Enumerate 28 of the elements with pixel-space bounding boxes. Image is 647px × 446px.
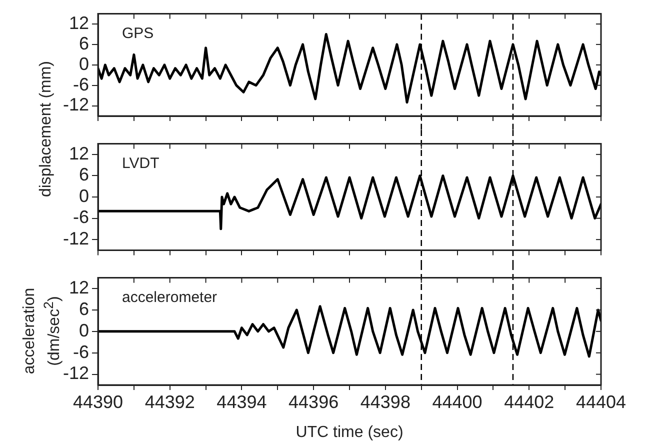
y-tick-label: 6 [78, 164, 89, 185]
x-axis-title: UTC time (sec) [296, 424, 404, 441]
y-tick-label: -6 [72, 342, 89, 362]
x-tick-label: 44404 [576, 392, 626, 412]
y-tick-label: -12 [62, 363, 89, 384]
y-axis-title: displacement (mm) [36, 60, 56, 200]
y-tick-label: 12 [68, 277, 89, 298]
x-tick-label: 44392 [144, 392, 195, 412]
y-tick-label: 0 [78, 320, 89, 340]
x-tick-label: 44400 [432, 392, 482, 412]
x-tick-label: 44402 [504, 392, 554, 412]
x-tick-label: 44390 [72, 392, 124, 412]
y-tick-label: 6 [78, 33, 89, 54]
annotation: accelerometer [122, 288, 218, 306]
x-tick-label: 44394 [216, 392, 267, 412]
x-tick-label: 44398 [360, 392, 410, 412]
y-tick-label: 6 [78, 298, 89, 319]
y-tick-label: -12 [62, 228, 89, 249]
y-tick-label: -6 [72, 207, 89, 228]
x-tick-label: 44396 [288, 392, 339, 412]
y-tick-label: 0 [78, 186, 89, 206]
y-tick-label: -6 [72, 74, 89, 94]
y-tick-label: 0 [78, 54, 89, 74]
y-tick-label: -12 [62, 94, 89, 115]
annotation: LVDT [122, 154, 160, 172]
y-tick-label: 12 [68, 12, 89, 33]
annotation: GPS [122, 24, 154, 42]
y-tick-label: 12 [68, 143, 89, 164]
